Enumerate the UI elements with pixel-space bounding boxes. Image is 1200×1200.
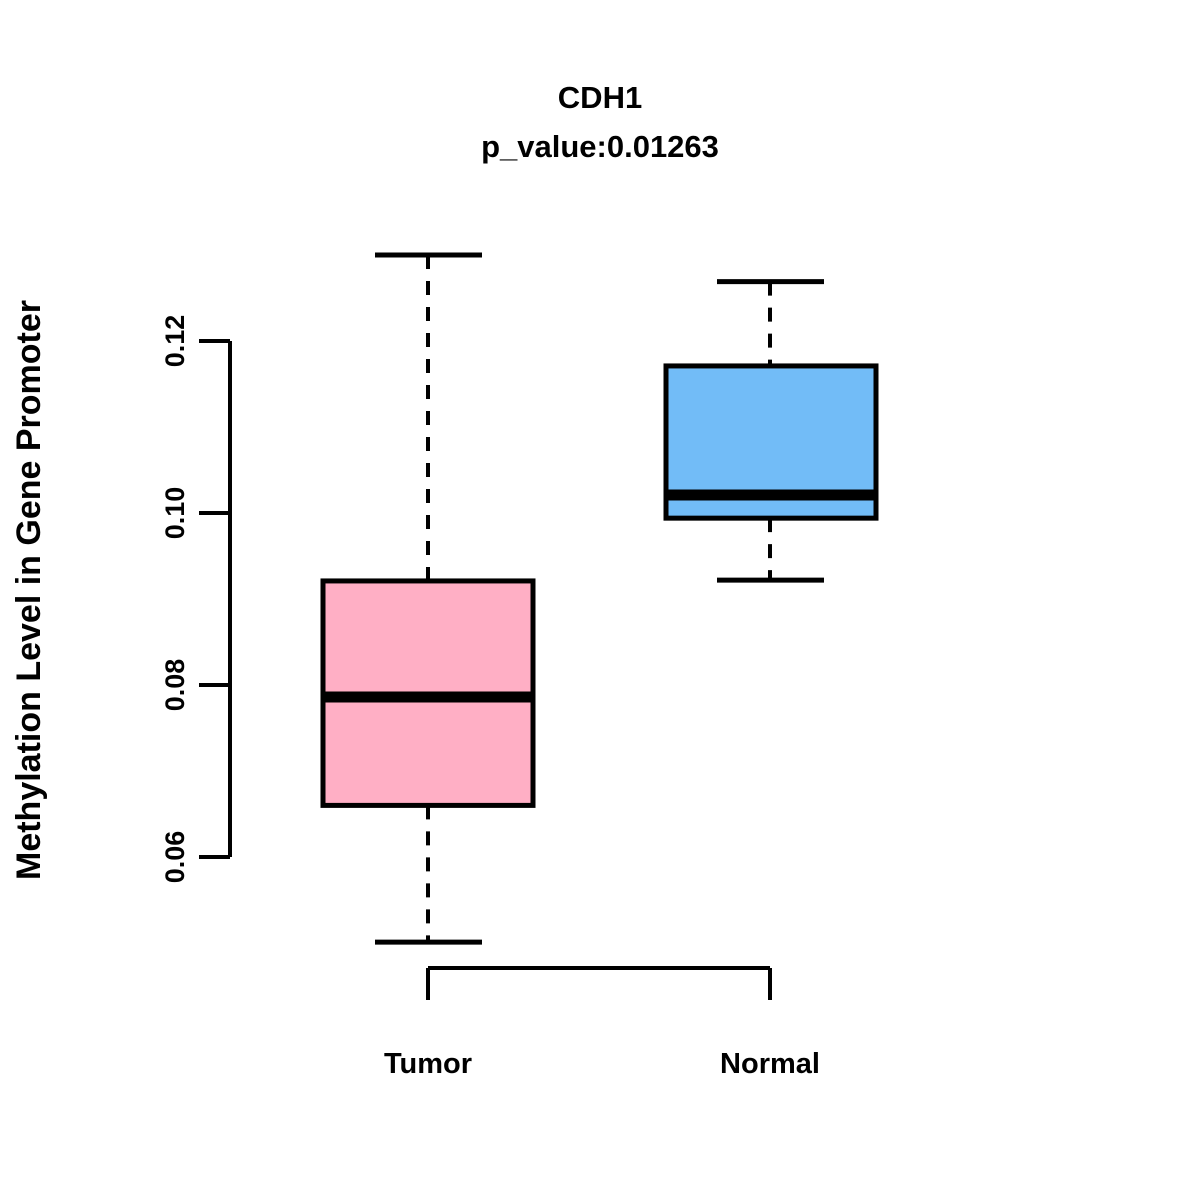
- y-axis-tick-label: 0.12: [160, 315, 190, 368]
- y-axis-tick-label: 0.06: [160, 831, 190, 884]
- x-axis: [426, 966, 772, 1000]
- boxplot-box-tumor[interactable]: [320, 252, 536, 945]
- chart-subtitle-pvalue: p_value:0.01263: [481, 129, 719, 164]
- y-axis-tick-label: 0.10: [160, 487, 190, 540]
- x-axis-tick-label-normal: Normal: [720, 1048, 820, 1080]
- y-axis-tick-label: 0.08: [160, 659, 190, 712]
- y-axis-title: Methylation Level in Gene Promoter: [10, 300, 48, 880]
- boxplot-box-normal[interactable]: [663, 279, 879, 583]
- y-axis: 0.06 0.08 0.10 0.12: [160, 315, 232, 884]
- x-axis-tick-label-tumor: Tumor: [384, 1048, 472, 1080]
- chart-title: CDH1: [558, 80, 642, 115]
